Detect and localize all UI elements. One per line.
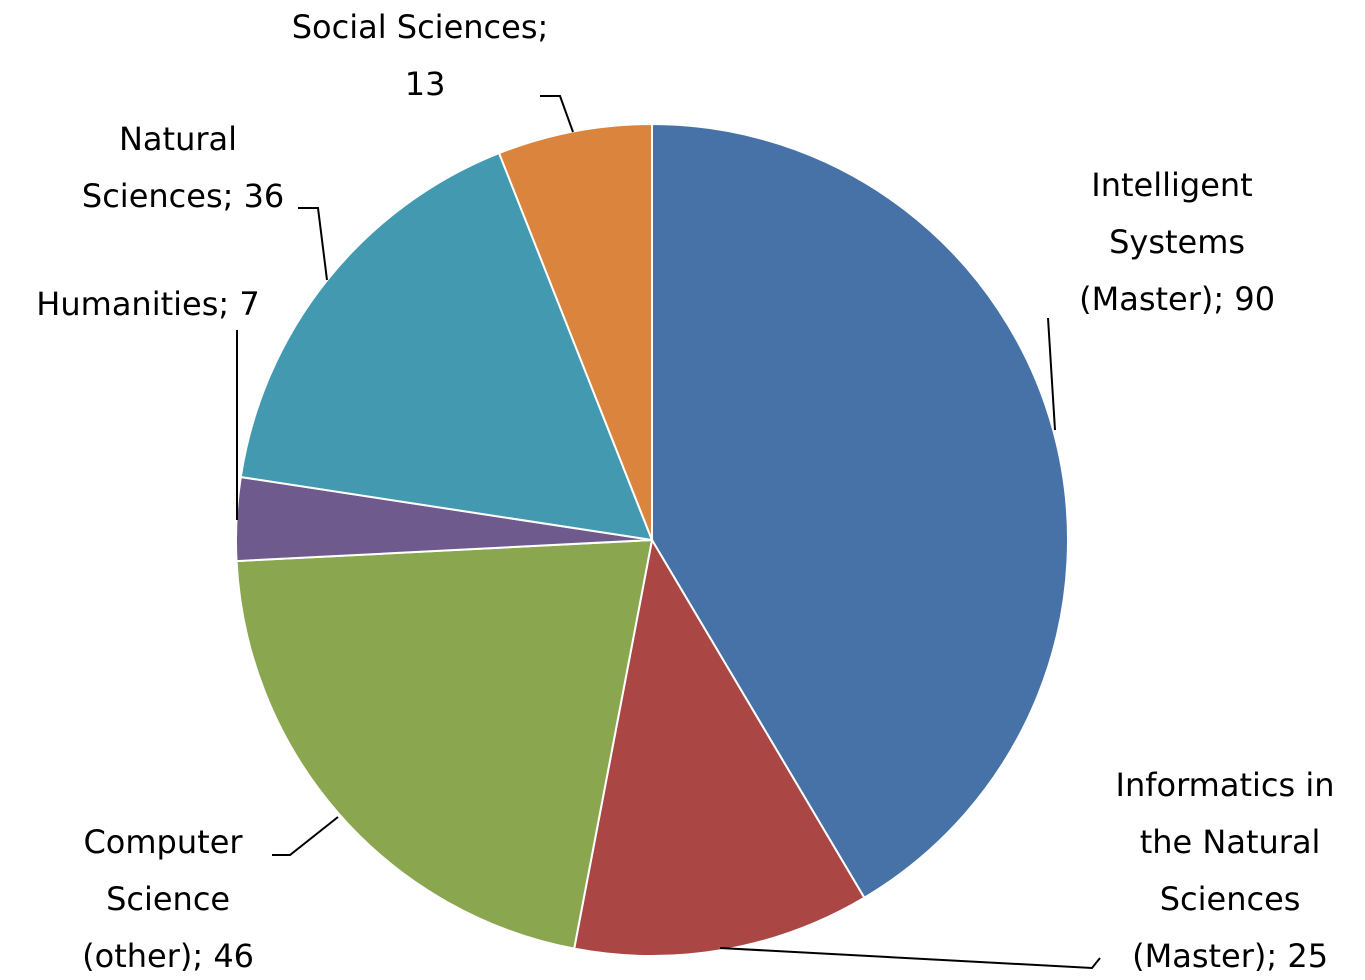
leader-line <box>1047 317 1056 431</box>
data-labels: Intelligent Systems (Master); 90 Informat… <box>36 8 1334 975</box>
leader-line <box>298 207 328 281</box>
data-label: Natural Sciences; 36 <box>72 120 285 215</box>
pie-slice <box>239 151 654 542</box>
pie-slice <box>235 538 654 950</box>
pie-slice <box>572 537 866 957</box>
data-label: Humanities; 7 <box>36 285 259 323</box>
data-label: Informatics in the Natural Sciences (Mas… <box>1116 766 1335 975</box>
leader-line <box>540 95 574 133</box>
data-label: Intelligent Systems (Master); 90 <box>1069 166 1275 318</box>
leader-lines <box>236 95 1101 970</box>
pie-slice <box>497 122 653 541</box>
leader-line <box>719 947 1101 970</box>
data-label: Computer Science (other); 46 <box>72 823 254 975</box>
data-label: Social Sciences; 13 <box>292 8 549 103</box>
pie <box>235 122 1069 957</box>
leader-line <box>272 816 339 856</box>
pie-slice <box>651 122 1069 900</box>
